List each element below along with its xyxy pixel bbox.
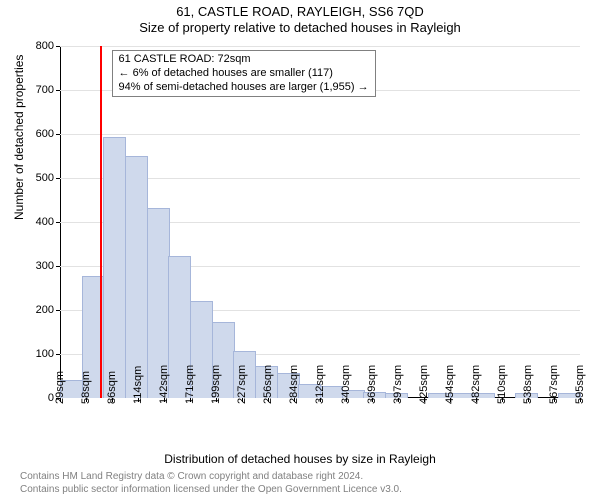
y-tick-label: 600 (36, 128, 54, 140)
x-tick-label: 312sqm (314, 365, 326, 404)
chart-title: 61, CASTLE ROAD, RAYLEIGH, SS6 7QD (0, 0, 600, 20)
x-axis-label: Distribution of detached houses by size … (0, 452, 600, 466)
y-tick-label: 400 (36, 216, 54, 228)
annotation-box: 61 CASTLE ROAD: 72sqm← 6% of detached ho… (112, 50, 376, 97)
x-tick-label: 454sqm (444, 365, 456, 404)
y-tick-label: 200 (36, 304, 54, 316)
x-tick-label: 256sqm (262, 365, 274, 404)
chart-subtitle: Size of property relative to detached ho… (0, 20, 600, 36)
x-tick-label: 199sqm (210, 365, 222, 404)
x-tick-label: 58sqm (80, 371, 92, 404)
x-tick-label: 284sqm (288, 365, 300, 404)
y-tick-label: 500 (36, 172, 54, 184)
x-tick-label: 171sqm (184, 365, 196, 404)
x-tick-label: 510sqm (496, 365, 508, 404)
x-tick-label: 595sqm (574, 365, 586, 404)
y-axis-label: Number of detached properties (12, 55, 26, 220)
x-tick-label: 425sqm (418, 365, 430, 404)
footer: Contains HM Land Registry data © Crown c… (20, 471, 402, 496)
x-tick-label: 114sqm (132, 366, 144, 404)
y-tick (56, 90, 60, 91)
x-tick-label: 29sqm (54, 371, 66, 404)
histogram-bar (103, 137, 126, 398)
x-tick-label: 538sqm (522, 365, 534, 404)
y-tick-label: 800 (36, 40, 54, 52)
y-tick (56, 354, 60, 355)
x-tick-label: 86sqm (106, 371, 118, 404)
marker-line (100, 46, 102, 398)
grid-line (60, 134, 580, 135)
annotation-line3: 94% of semi-detached houses are larger (… (119, 81, 369, 95)
y-tick (56, 134, 60, 135)
y-tick-label: 700 (36, 84, 54, 96)
footer-line1: Contains HM Land Registry data © Crown c… (20, 471, 402, 484)
chart-container: 61, CASTLE ROAD, RAYLEIGH, SS6 7QD Size … (0, 0, 600, 500)
grid-line (60, 46, 580, 47)
x-tick-label: 340sqm (340, 365, 352, 404)
y-tick (56, 222, 60, 223)
y-tick-label: 100 (36, 348, 54, 360)
annotation-line1: 61 CASTLE ROAD: 72sqm (119, 53, 369, 67)
plot-area: 010020030040050060070080029sqm58sqm86sqm… (60, 46, 580, 398)
y-tick-label: 300 (36, 260, 54, 272)
x-tick-label: 397sqm (392, 365, 404, 404)
x-tick-label: 482sqm (470, 365, 482, 404)
x-tick-label: 567sqm (548, 365, 560, 404)
y-tick (56, 46, 60, 47)
histogram-bar (125, 156, 148, 398)
y-tick (56, 310, 60, 311)
footer-line2: Contains public sector information licen… (20, 484, 402, 497)
x-tick-label: 227sqm (236, 365, 248, 404)
y-tick (56, 266, 60, 267)
annotation-line2: ← 6% of detached houses are smaller (117… (119, 67, 369, 81)
x-tick-label: 142sqm (158, 365, 170, 404)
x-tick-label: 369sqm (366, 365, 378, 404)
y-tick (56, 178, 60, 179)
